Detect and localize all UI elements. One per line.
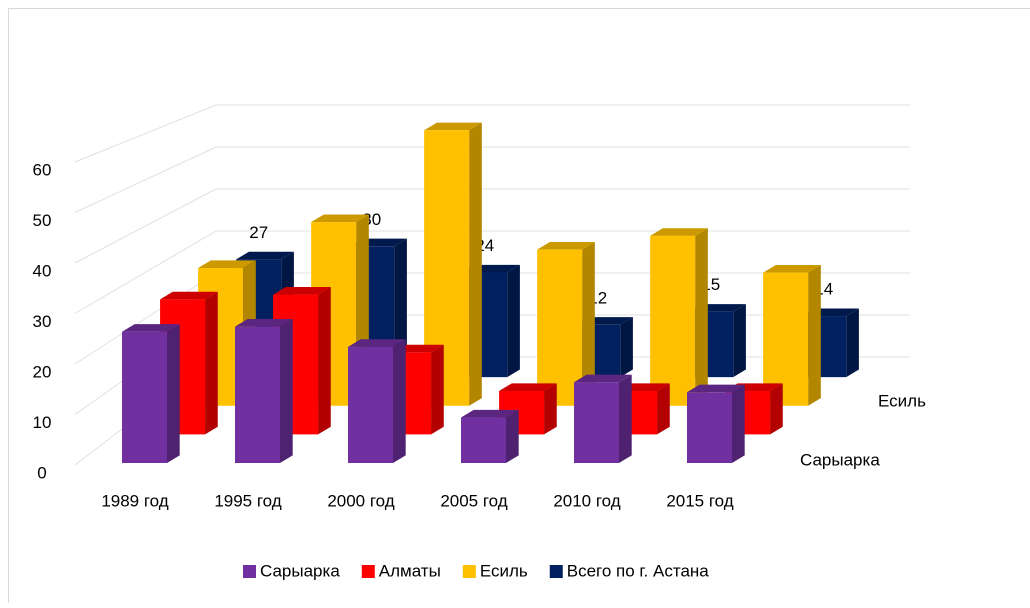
bar-side [280,319,293,463]
y-tick-label: 10 [33,413,52,432]
x-tick-label: 1989 год [101,491,168,510]
depth-label: Есиль [878,391,926,410]
bar [122,324,180,463]
bar [650,228,708,405]
legend-swatch [463,565,476,578]
bar-side [469,123,482,406]
legend-label: Алматы [379,561,441,580]
y-tick-label: 40 [33,261,52,280]
bar-side [770,383,783,434]
bar-side [620,317,633,377]
bar-front [574,382,619,463]
bar-side [619,375,632,463]
bar-side [732,385,745,463]
bar-side [808,265,821,406]
bar-side [657,383,670,434]
bar-side [846,308,859,377]
bar-side [205,292,218,435]
x-tick-label: 1995 год [214,491,281,510]
bar [461,410,519,463]
legend-label: Всего по г. Астана [567,561,710,580]
x-tick-label: 2000 год [327,491,394,510]
bar-side [393,339,406,463]
y-tick-label: 20 [33,362,52,381]
legend-swatch [362,565,375,578]
bar-front [348,347,393,463]
bar-side [695,228,708,405]
y-tick-label: 30 [33,312,52,331]
bar-front [235,327,280,463]
legend-swatch [550,565,563,578]
bar-side [733,304,746,377]
x-tick-label: 2005 год [440,491,507,510]
bar [348,339,406,463]
bar-side [167,324,180,463]
legend-swatch [243,565,256,578]
x-tick-label: 2010 год [553,491,620,510]
bar-front [687,392,732,463]
y-tick-label: 0 [37,463,46,482]
y-tick-label: 60 [33,160,52,179]
bar [574,375,632,463]
bar-side [318,287,331,434]
bar-side [507,265,520,377]
bar [235,319,293,463]
bar-front [650,236,695,406]
bar-side [544,383,557,434]
bar-side [506,410,519,463]
y-tick-label: 50 [33,211,52,230]
x-tick-label: 2015 год [666,491,733,510]
bar-front [122,332,167,463]
bar [687,385,745,463]
bar-front [461,418,506,463]
data-label: 27 [249,223,268,242]
legend-label: Сарыарка [260,561,340,580]
bar-side [431,345,444,435]
depth-label: Сарыарка [800,450,880,469]
legend-label: Есиль [480,561,528,580]
